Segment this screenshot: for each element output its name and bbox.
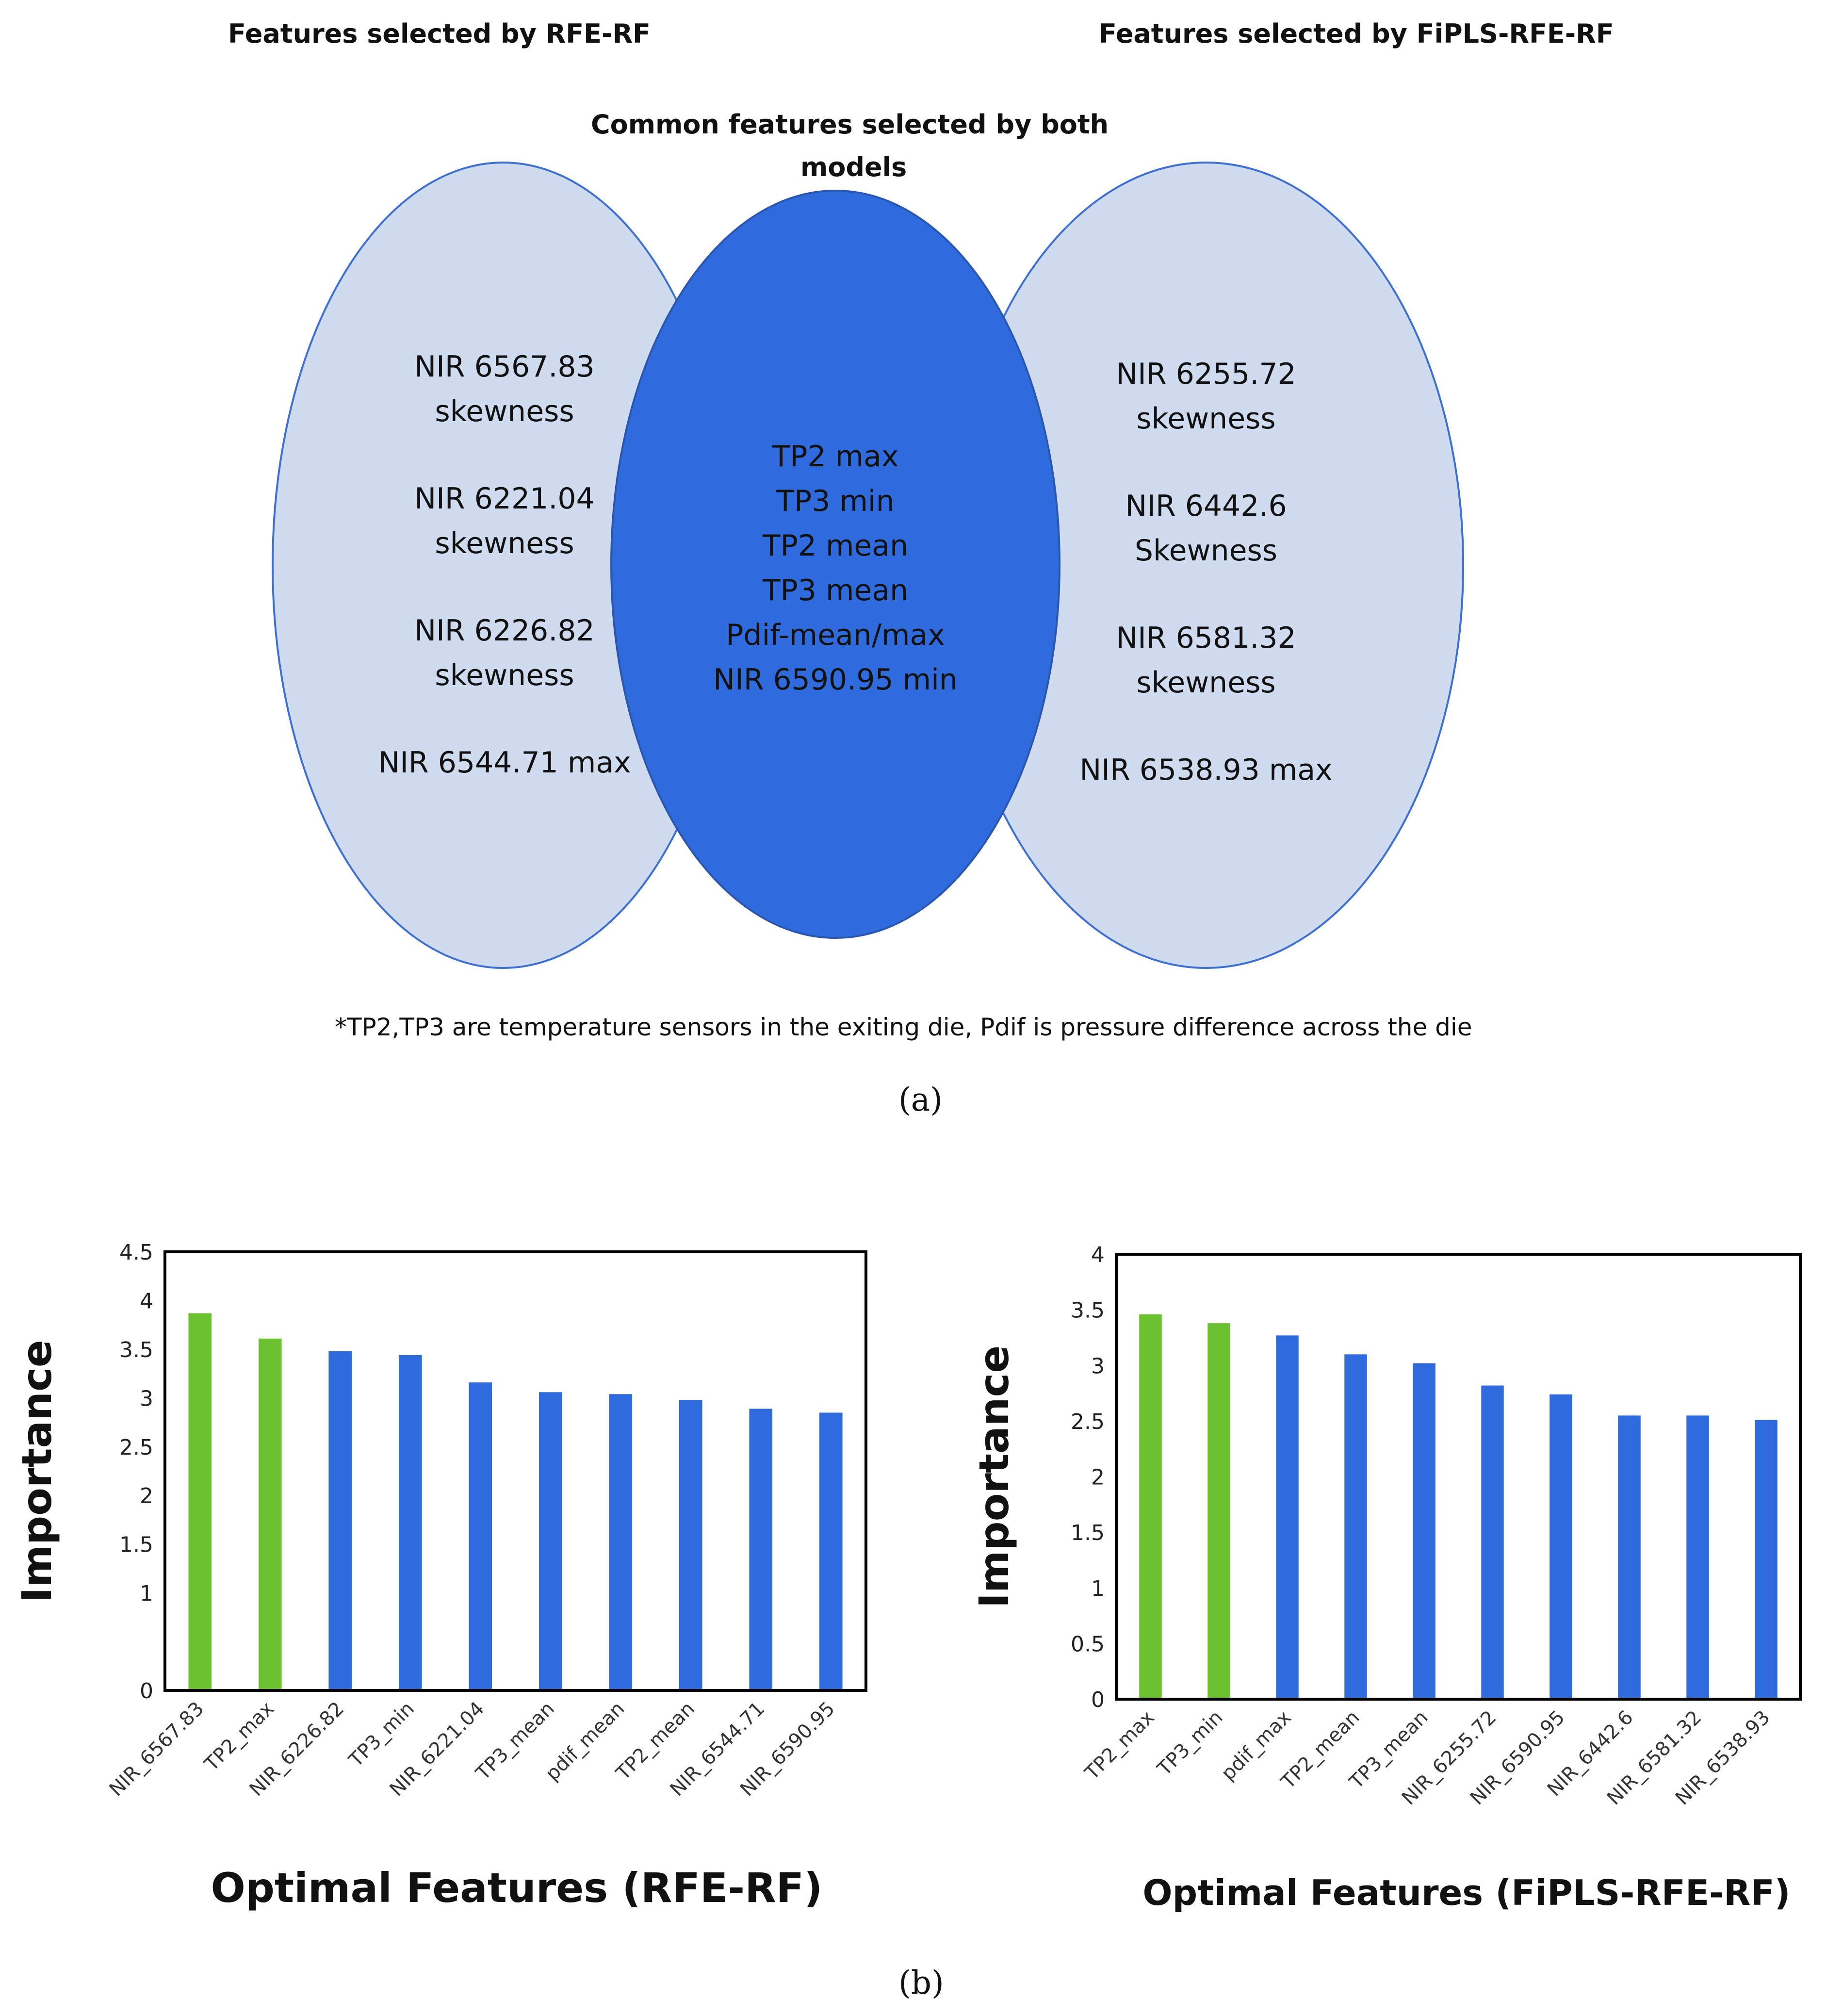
- x-tick-label: TP2_max: [1080, 1706, 1158, 1785]
- left-set-items: NIR 6567.83 skewness NIR 6221.04 skewnes…: [359, 344, 650, 785]
- bar: [258, 1338, 282, 1690]
- y-tick-label: 1.5: [119, 1533, 153, 1557]
- right-item: Skewness: [1134, 534, 1278, 568]
- bar: [1139, 1314, 1162, 1699]
- right-item: NIR 6442.6: [1125, 489, 1287, 523]
- right-set-items: NIR 6255.72 skewness NIR 6442.6 Skewness…: [1060, 352, 1352, 792]
- right-item: NIR 6255.72: [1116, 357, 1296, 391]
- y-tick-label: 0.5: [1071, 1632, 1105, 1656]
- panel-label-a: (a): [898, 1081, 943, 1118]
- x-axis-title: Optimal Features (FiPLS-RFE-RF): [1142, 1872, 1790, 1913]
- right-item: skewness: [1136, 402, 1276, 436]
- bar: [188, 1313, 212, 1690]
- y-axis-title: Importance: [970, 1345, 1018, 1608]
- bar: [538, 1392, 562, 1690]
- common-set-ellipse: [610, 190, 1060, 939]
- left-item: NIR 6544.71 max: [378, 746, 631, 780]
- bar: [1207, 1323, 1230, 1699]
- bar: [1413, 1363, 1436, 1699]
- y-tick-label: 4: [1091, 1243, 1105, 1267]
- right-item: skewness: [1136, 666, 1276, 700]
- panel-label-b: (b): [898, 1964, 944, 2001]
- common-set-items: TP2 max TP3 min TP2 mean TP3 mean Pdif-m…: [690, 434, 981, 702]
- common-item: TP3 min: [776, 484, 895, 518]
- x-tick-label: TP3_min: [1153, 1706, 1227, 1781]
- y-tick-label: 1: [1091, 1576, 1105, 1601]
- bar: [398, 1355, 422, 1690]
- right-set-header: Features selected by FiPLS-RFE-RF: [1099, 18, 1614, 49]
- venn-diagram: [272, 162, 1464, 969]
- plot-frame: [163, 1250, 867, 1692]
- y-tick-label: 3.5: [1071, 1298, 1105, 1323]
- bar: [1481, 1385, 1504, 1699]
- bar: [1276, 1335, 1299, 1699]
- right-item: NIR 6581.32: [1116, 621, 1296, 655]
- y-tick-label: 1.5: [1071, 1521, 1105, 1545]
- y-tick-label: 2.5: [1071, 1410, 1105, 1434]
- bar: [679, 1400, 702, 1690]
- bar: [1618, 1415, 1641, 1699]
- plot-frame: [1115, 1253, 1802, 1701]
- common-set-header-line1: Common features selected by both: [591, 109, 1109, 140]
- common-item: TP2 mean: [762, 529, 909, 563]
- bar: [469, 1382, 492, 1690]
- y-tick-label: 2: [1091, 1465, 1105, 1490]
- bar: [749, 1409, 773, 1690]
- bar-chart-rfe-rf: 011.522.533.544.5NIR_6567.83TP2_maxNIR_6…: [13, 1240, 867, 1912]
- x-axis-title: Optimal Features (RFE-RF): [211, 1864, 822, 1912]
- left-item: skewness: [435, 658, 574, 692]
- common-item: Pdif-mean/max: [726, 618, 945, 652]
- common-item: TP2 max: [772, 440, 899, 474]
- y-tick-label: 0: [140, 1679, 153, 1704]
- left-item: NIR 6226.82: [414, 614, 595, 648]
- left-item: skewness: [435, 394, 574, 428]
- y-tick-label: 4.5: [119, 1240, 153, 1265]
- y-tick-label: 3.5: [119, 1338, 153, 1362]
- y-tick-label: 0: [1091, 1688, 1105, 1712]
- bar-chart-fipls-rfe-rf: 00.511.522.533.54TP2_maxTP3_minpdif_maxT…: [970, 1243, 1802, 1913]
- right-item: NIR 6538.93 max: [1079, 753, 1333, 787]
- bar: [609, 1394, 633, 1690]
- left-item: NIR 6567.83: [414, 350, 595, 384]
- bar: [328, 1351, 352, 1690]
- bar: [1686, 1415, 1709, 1699]
- y-tick-label: 2.5: [119, 1435, 153, 1460]
- footnote: *TP2,TP3 are temperature sensors in the …: [335, 1013, 1472, 1041]
- bar: [1550, 1394, 1572, 1699]
- left-item: NIR 6221.04: [414, 482, 595, 516]
- common-item: TP3 mean: [762, 574, 909, 607]
- common-set-header-line2: models: [800, 152, 907, 182]
- y-tick-label: 1: [140, 1581, 153, 1606]
- y-tick-label: 3: [1091, 1354, 1105, 1378]
- y-axis-title: Importance: [13, 1340, 61, 1602]
- left-set-header: Features selected by RFE-RF: [228, 18, 651, 49]
- common-item: NIR 6590.95 min: [713, 663, 958, 697]
- x-tick-label: NIR_6567.83: [105, 1698, 209, 1801]
- bar: [819, 1412, 843, 1690]
- x-tick-label: TP3_min: [344, 1698, 419, 1772]
- bar: [1755, 1420, 1778, 1699]
- y-tick-label: 4: [140, 1289, 153, 1313]
- y-tick-label: 3: [140, 1386, 153, 1411]
- y-tick-label: 2: [140, 1484, 153, 1508]
- bar: [1344, 1354, 1367, 1699]
- left-item: skewness: [435, 526, 574, 560]
